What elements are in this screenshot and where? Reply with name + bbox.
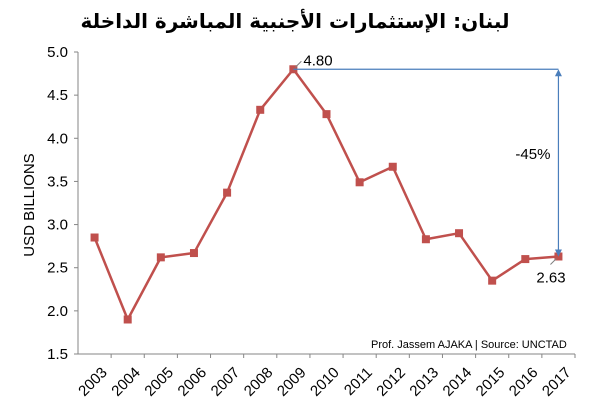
x-tick-label: 2012 [373, 364, 409, 400]
chart-title: لبنان: الإستثمارات الأجنبية المباشرة الد… [80, 8, 509, 33]
change-arrow-head-up [554, 69, 562, 77]
y-tick-label: 4.5 [47, 87, 68, 104]
x-tick-label: 2017 [539, 364, 575, 400]
x-tick-label: 2013 [406, 364, 442, 400]
x-tick-label: 2014 [440, 364, 476, 400]
y-tick-label: 1.5 [47, 346, 68, 363]
data-point [322, 110, 331, 119]
x-tick-label: 2004 [108, 364, 144, 400]
change-arrow-head-down [554, 249, 562, 257]
data-point [521, 255, 530, 264]
data-point [488, 276, 497, 285]
data-point [455, 229, 464, 238]
x-tick-label: 2011 [341, 364, 376, 399]
x-tick-label: 2008 [241, 364, 277, 400]
y-tick-label: 3.0 [47, 217, 68, 234]
y-tick-label: 5.0 [47, 44, 68, 61]
last-label-leader [550, 258, 557, 265]
change-percent-label: -45% [515, 146, 550, 163]
data-point [256, 105, 265, 114]
x-tick-label: 2006 [175, 364, 211, 400]
y-tick-label: 2.0 [47, 303, 68, 320]
x-tick-label: 2009 [274, 364, 310, 400]
data-point [189, 249, 198, 258]
x-tick-label: 2010 [307, 364, 343, 400]
peak-label-leader [295, 60, 302, 68]
data-point [90, 233, 99, 242]
data-point [156, 253, 165, 262]
last-value-label: 2.63 [536, 269, 565, 286]
data-point [421, 235, 430, 244]
x-tick-label: 2005 [141, 364, 177, 400]
y-axis-label: USD BILLIONS [21, 153, 38, 256]
data-point [388, 162, 397, 171]
data-point [223, 188, 232, 197]
data-point [123, 315, 132, 324]
y-tick-label: 4.0 [47, 130, 68, 147]
source-note: Prof. Jassem AJAKA | Source: UNCTAD [371, 339, 567, 351]
x-tick-label: 2015 [473, 364, 509, 400]
y-tick-label: 3.5 [47, 173, 68, 190]
y-tick-label: 2.5 [47, 260, 68, 277]
data-point [355, 178, 364, 187]
x-tick-label: 2007 [208, 364, 244, 400]
x-tick-label: 2003 [75, 364, 111, 400]
x-tick-label: 2016 [506, 364, 542, 400]
peak-value-label: 4.80 [303, 52, 332, 69]
